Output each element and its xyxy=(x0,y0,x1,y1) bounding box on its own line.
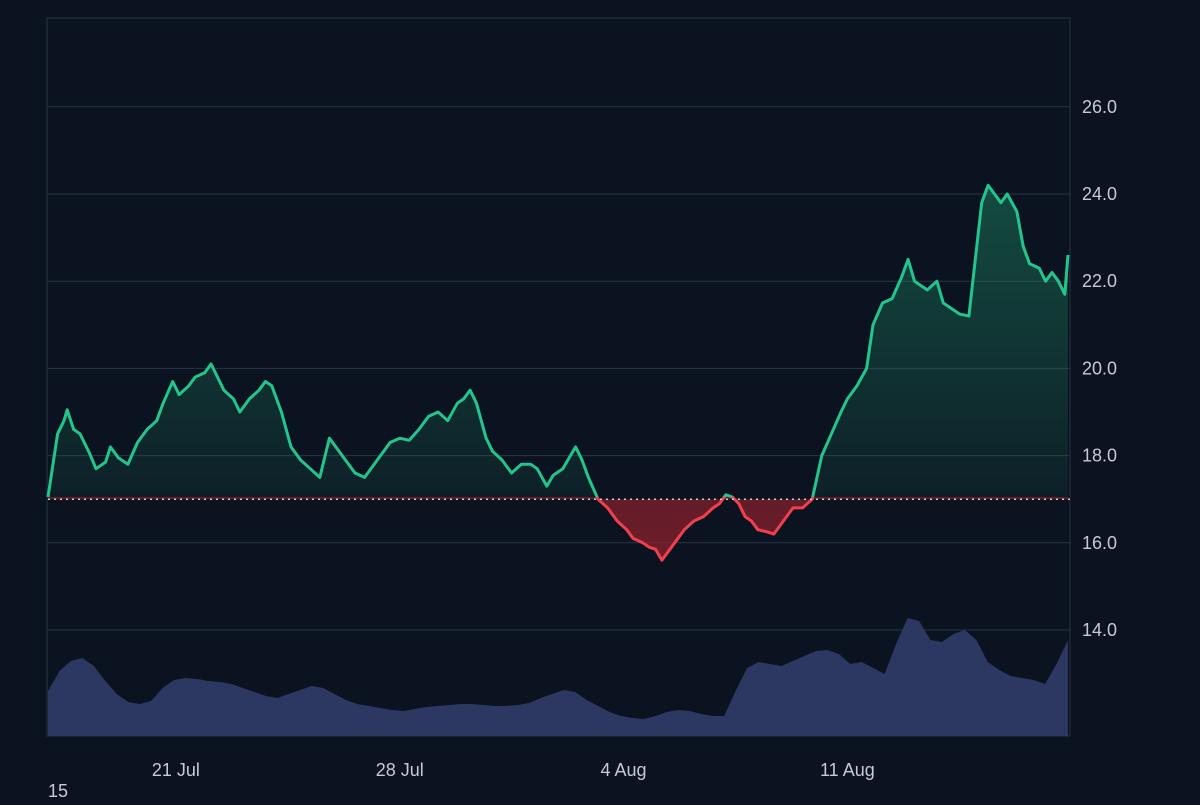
y-tick-label: 22.0 xyxy=(1082,271,1117,291)
y-tick-label: 20.0 xyxy=(1082,358,1117,378)
volume-area xyxy=(48,618,1068,736)
up-line xyxy=(46,183,1070,497)
y-axis-ticks: 14.0 16.0 18.0 20.0 22.0 24.0 26.0 xyxy=(1082,97,1117,640)
up-fill xyxy=(48,185,1068,497)
corner-label: 15 xyxy=(48,781,69,801)
price-line xyxy=(46,183,1070,562)
price-fill xyxy=(48,185,1068,561)
y-tick-label: 26.0 xyxy=(1082,97,1117,117)
y-tick-label: 24.0 xyxy=(1082,184,1117,204)
x-tick-label: 4 Aug xyxy=(601,760,647,780)
x-axis-ticks: 21 Jul 28 Jul 4 Aug 11 Aug xyxy=(152,760,875,780)
y-tick-label: 18.0 xyxy=(1082,446,1117,466)
volume-area-path xyxy=(48,618,1068,736)
x-tick-label: 11 Aug xyxy=(820,760,875,780)
x-tick-label: 21 Jul xyxy=(152,760,200,780)
x-tick-label: 28 Jul xyxy=(376,760,424,780)
y-tick-label: 16.0 xyxy=(1082,533,1117,553)
y-tick-label: 14.0 xyxy=(1082,620,1117,640)
